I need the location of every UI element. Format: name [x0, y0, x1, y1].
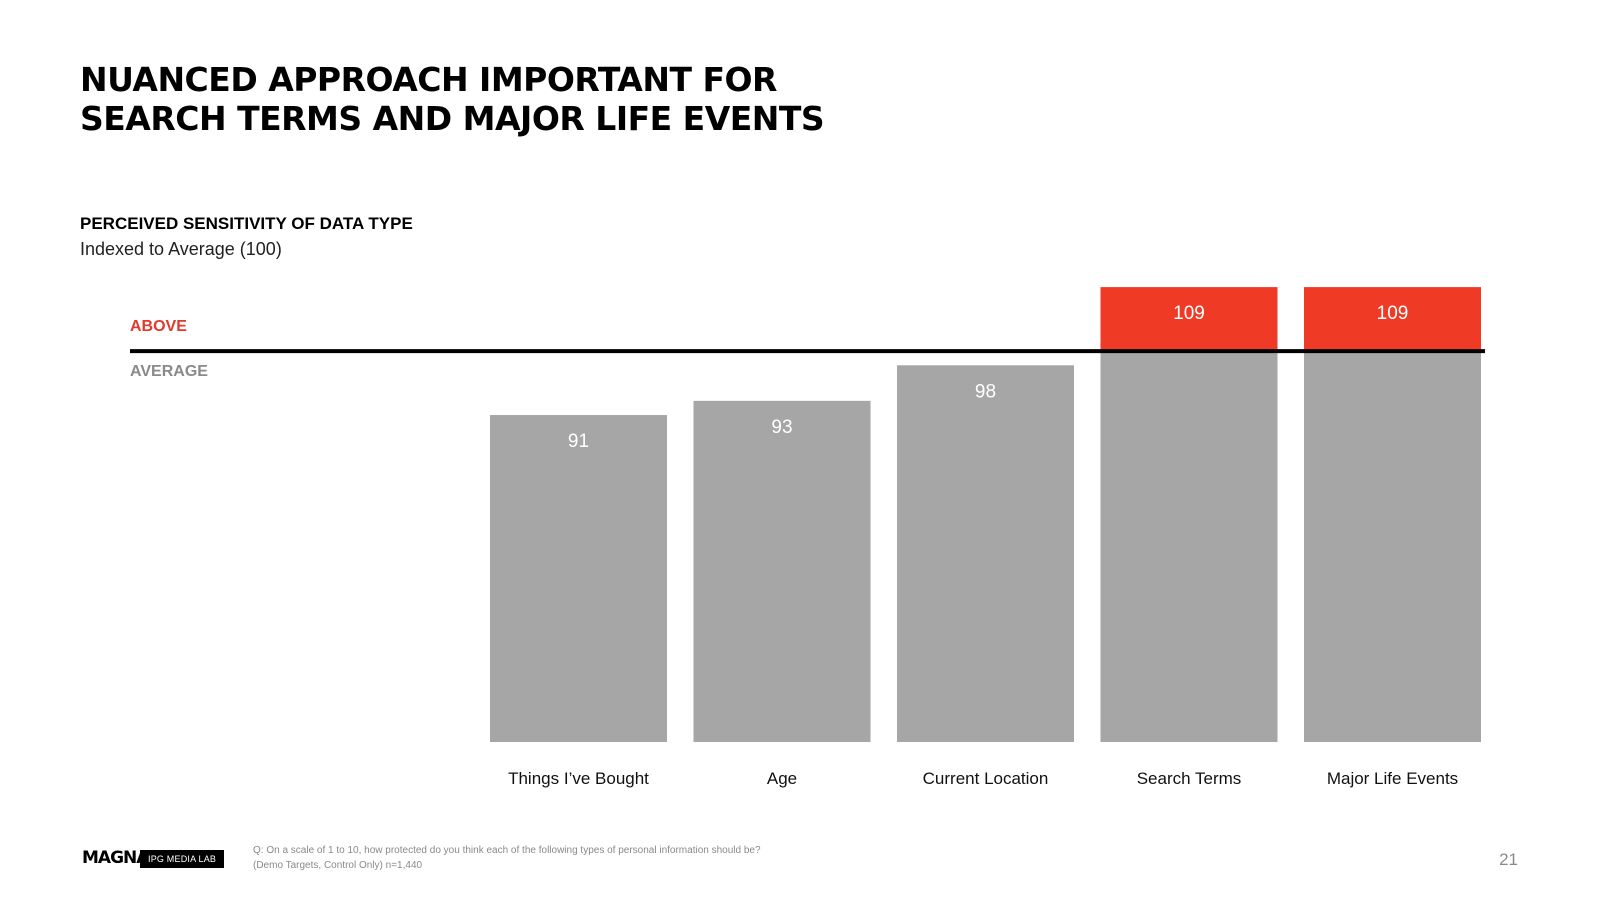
data-label-3: 109: [1173, 303, 1205, 324]
bar-3-above-segment: [1100, 287, 1278, 352]
magna-logo: MAGNA: [82, 848, 149, 868]
footnote-question: Q: On a scale of 1 to 10, how protected …: [253, 845, 761, 856]
bar-0: [490, 415, 667, 742]
average-label: AVERAGE: [130, 363, 208, 380]
above-label: ABOVE: [130, 318, 187, 335]
category-label-2: Current Location: [923, 769, 1049, 788]
data-label-4: 109: [1377, 303, 1409, 324]
data-label-1: 93: [771, 417, 792, 438]
footnote-sample: (Demo Targets, Control Only) n=1,440: [253, 860, 423, 871]
ipg-media-lab-badge: IPG MEDIA LAB: [140, 850, 225, 868]
category-label-1: Age: [767, 769, 797, 788]
category-label-4: Major Life Events: [1327, 769, 1458, 788]
data-label-2: 98: [975, 381, 996, 402]
data-label-0: 91: [568, 431, 589, 452]
page-title: NUANCED APPROACH IMPORTANT FOR SEARCH TE…: [80, 60, 825, 138]
page-number: 21: [1499, 850, 1518, 869]
title-line-1: NUANCED APPROACH IMPORTANT FOR: [80, 60, 777, 99]
chart-subtitle: PERCEIVED SENSITIVITY OF DATA TYPE: [80, 214, 413, 233]
title-line-2: SEARCH TERMS AND MAJOR LIFE EVENTS: [80, 99, 825, 138]
bar-4-above-segment: [1304, 287, 1481, 352]
chart-subnote: Indexed to Average (100): [80, 239, 282, 259]
bar-chart: 91 Things I’ve Bought 93 Age 98 Current Locat…: [130, 287, 1485, 788]
category-label-3: Search Terms: [1137, 769, 1242, 788]
bar-2: [897, 365, 1074, 742]
category-label-0: Things I’ve Bought: [508, 769, 649, 788]
bar-4: [1304, 351, 1481, 742]
bar-1: [693, 400, 871, 742]
bar-3: [1100, 351, 1278, 742]
